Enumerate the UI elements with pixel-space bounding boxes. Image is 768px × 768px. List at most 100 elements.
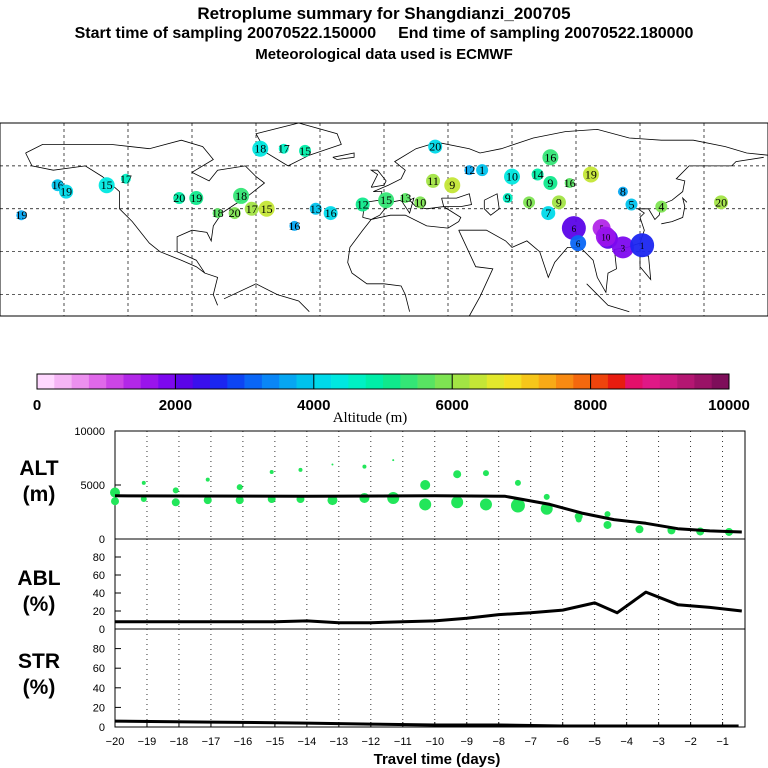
y-tick-label: 60 bbox=[93, 570, 105, 582]
colorbar-cell bbox=[210, 374, 228, 389]
plume-blob bbox=[228, 207, 241, 220]
particle-point bbox=[604, 511, 611, 518]
plume-blob bbox=[309, 202, 322, 215]
plume-day-label: 8 bbox=[620, 185, 626, 199]
x-tick-label: −2 bbox=[684, 736, 697, 748]
plume-day-label: 20 bbox=[715, 195, 727, 209]
particle-point bbox=[419, 498, 432, 511]
plume-day-label: 5 bbox=[628, 197, 634, 211]
colorbar-cell bbox=[486, 374, 505, 389]
plume-day-label: 6 bbox=[576, 239, 581, 249]
colorbar-cell bbox=[123, 374, 142, 389]
plume-day-label: 20 bbox=[429, 140, 441, 154]
plume-day-label: 13 bbox=[399, 191, 411, 205]
colorbar-frame bbox=[36, 373, 730, 390]
colorbar-cell bbox=[417, 374, 436, 389]
coastline bbox=[369, 169, 387, 188]
y-tick-label: 80 bbox=[93, 552, 105, 564]
colorbar-cell bbox=[37, 374, 55, 389]
colorbar-tick-label: 6000 bbox=[436, 397, 469, 414]
plume-blob bbox=[564, 178, 575, 189]
plume-day-label: 18 bbox=[212, 206, 224, 220]
plume-day-label: 10 bbox=[506, 170, 518, 184]
coastline bbox=[441, 193, 472, 207]
particle-point bbox=[482, 470, 489, 477]
plume-day-label: 20 bbox=[229, 206, 241, 220]
particle-point bbox=[359, 492, 370, 503]
plume-blob bbox=[173, 192, 186, 205]
colorbar-cell bbox=[227, 374, 245, 389]
colorbar-cell bbox=[400, 374, 418, 389]
colorbar-cell bbox=[261, 374, 280, 389]
plume-day-label: 9 bbox=[505, 191, 511, 205]
colorbar-cell bbox=[71, 374, 90, 389]
colorbar-cell bbox=[192, 374, 211, 389]
y-tick-label: 20 bbox=[93, 606, 105, 618]
particle-point bbox=[514, 479, 521, 486]
plume-blob bbox=[244, 201, 259, 216]
abl-panel-frame bbox=[114, 538, 746, 630]
plume-day-label: 19 bbox=[15, 208, 27, 222]
particle-point bbox=[453, 470, 462, 479]
particle-point bbox=[543, 493, 550, 500]
colorbar-cell bbox=[711, 374, 730, 389]
colorbar-cell bbox=[383, 374, 401, 389]
plume-day-label: 1 bbox=[479, 163, 485, 177]
y-tick-label: 0 bbox=[99, 624, 105, 636]
plume-blob bbox=[299, 144, 312, 157]
colorbar-cell bbox=[556, 374, 574, 389]
str-panel-unit: (%) bbox=[23, 676, 56, 699]
colorbar-axis-label: Altitude (m) bbox=[333, 410, 408, 426]
x-tick-label: −3 bbox=[652, 736, 665, 748]
x-tick-labels: −20 −19 −18 −17 −16 −15 −14 −13 −12 −11 −10 −9 −8 −7 −… bbox=[106, 722, 729, 748]
colorbar-tick-label: 0 bbox=[33, 397, 41, 414]
y-tick-labels: 0 5000 10000 0 20 40 60 80 0 20 40 60 80 bbox=[74, 426, 121, 734]
x-tick-label: −6 bbox=[556, 736, 569, 748]
plume-day-label: 9 bbox=[449, 178, 455, 192]
plume-day-label: 15 bbox=[101, 178, 113, 192]
alt-panel-unit: (m) bbox=[23, 483, 56, 506]
x-tick-label: −15 bbox=[266, 736, 285, 748]
plume-day-label: 9 bbox=[547, 176, 553, 190]
plume-day-label: 6 bbox=[572, 224, 577, 234]
particle-point bbox=[331, 463, 334, 466]
colorbar-cell bbox=[313, 374, 332, 389]
coastline bbox=[25, 139, 266, 306]
particle-point bbox=[575, 516, 582, 523]
plume-blob bbox=[16, 210, 27, 221]
x-tick-label: −13 bbox=[330, 736, 349, 748]
plume-day-label: 19 bbox=[60, 185, 72, 199]
plume-blob bbox=[414, 196, 427, 209]
plume-day-label: 18 bbox=[235, 189, 247, 203]
colorbar-cell bbox=[279, 374, 297, 389]
plume-day-label: 17 bbox=[120, 172, 132, 186]
y-tick-label: 40 bbox=[93, 588, 105, 600]
plume-blob bbox=[541, 206, 556, 221]
plume-day-label: 16 bbox=[564, 176, 576, 190]
plume-blob bbox=[595, 226, 616, 247]
coastline bbox=[639, 255, 652, 281]
sampling-end: End time of sampling 20070522.180000 bbox=[398, 25, 694, 42]
colorbar-tick-label: 10000 bbox=[708, 397, 750, 414]
colorbar-cell bbox=[88, 374, 107, 389]
x-tick-label: −7 bbox=[524, 736, 537, 748]
colorbar-cell bbox=[590, 374, 609, 389]
particle-point bbox=[420, 480, 431, 490]
colorbar-cell bbox=[694, 374, 712, 389]
plume-blob bbox=[523, 196, 536, 209]
particle-point bbox=[603, 520, 612, 529]
str-panel-frame bbox=[114, 628, 746, 728]
plume-blob bbox=[617, 186, 628, 197]
particle-point bbox=[172, 487, 179, 494]
coastline bbox=[223, 283, 310, 312]
series-line-str bbox=[114, 719, 739, 728]
plume-blob bbox=[630, 233, 655, 258]
y-tick-label: 20 bbox=[93, 702, 105, 714]
particle-point bbox=[269, 470, 274, 475]
plume-day-label: 16 bbox=[288, 219, 300, 233]
plume-blob bbox=[551, 195, 566, 210]
plume-day-label: 15 bbox=[380, 193, 392, 207]
plume-day-label: 11 bbox=[427, 174, 439, 188]
